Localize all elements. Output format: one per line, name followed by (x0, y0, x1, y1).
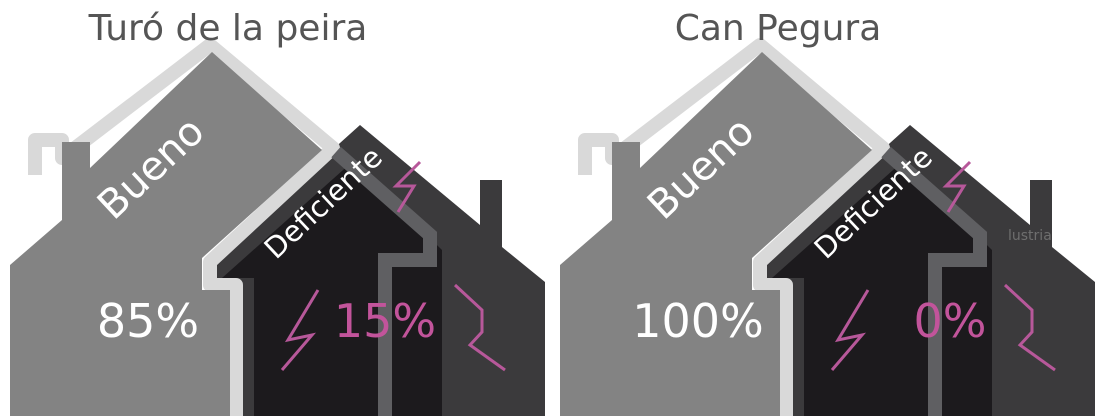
value-label-good: 85% (97, 294, 199, 348)
chart-title: Turó de la peira (88, 8, 368, 49)
crack-mark (830, 289, 870, 371)
ribbon (881, 146, 987, 416)
good-house (10, 52, 322, 416)
house-infographic: lustria Can Pegura Bueno Deficiente 100%… (560, 8, 1095, 416)
chart-title: Can Pegura (675, 8, 882, 49)
value-label-good: 100% (632, 294, 764, 348)
ribbon (331, 146, 437, 416)
crack-mark (453, 283, 506, 372)
value-label-deficient: 0% (914, 294, 987, 348)
value-label-deficient: 15% (334, 294, 436, 348)
crack-mark (280, 289, 320, 371)
crack-mark (392, 160, 422, 213)
house-infographic: Turó de la peira Bueno Deficiente 85% 15… (10, 8, 545, 416)
separator-outline (578, 38, 890, 416)
crack-mark (942, 160, 972, 213)
separator-outline (28, 38, 340, 416)
good-house (560, 52, 872, 416)
faint-background-text: lustria (1008, 228, 1052, 244)
chart-can-pegura: lustria Can Pegura Bueno Deficiente 100%… (550, 0, 1099, 416)
crack-mark (1003, 283, 1056, 372)
chart-turo-de-la-peira: Turó de la peira Bueno Deficiente 85% 15… (0, 0, 549, 416)
